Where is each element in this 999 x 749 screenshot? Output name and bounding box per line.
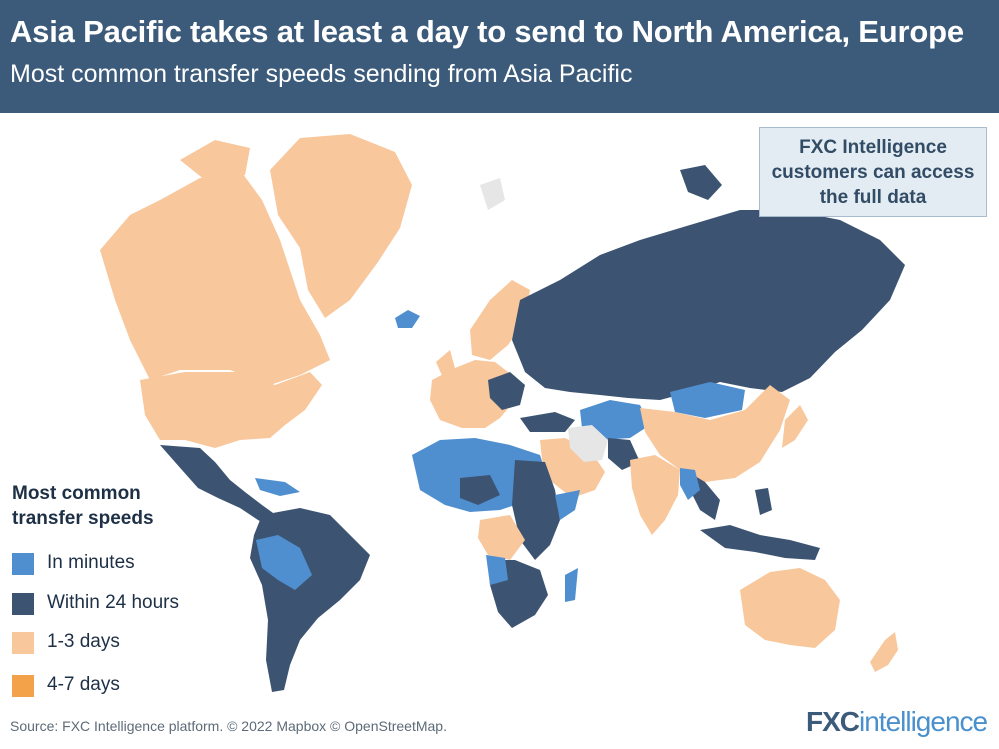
region-uk [436,350,456,380]
region-arctic-islands [180,140,250,180]
legend-label: In minutes [47,552,135,573]
header: Asia Pacific takes at least a day to sen… [0,0,999,113]
legend-title: Most common transfer speeds [12,481,172,531]
region-turkey [520,412,575,432]
callout-line: FXC Intelligence [799,137,947,158]
legend-title-line: transfer speeds [12,508,154,529]
region-usa [140,372,322,448]
access-callout: FXC Intelligence customers can access th… [759,127,987,217]
region-iceland [395,310,420,328]
callout-line: customers can access [771,162,975,183]
legend-title-line: Most common [12,483,141,504]
region-myanmar [680,468,700,500]
region-greenland [270,134,412,318]
region-mexico [160,445,280,528]
region-russia-northeast [680,165,722,200]
region-andes [256,535,312,590]
region-west-africa-dark [460,475,500,505]
region-japan [782,405,808,448]
region-madagascar [565,568,578,602]
region-western-europe [430,360,515,428]
fxc-logo: FXCintelligence [806,706,988,738]
region-north-america-north [100,170,330,385]
legend-swatch [12,675,34,697]
region-indonesia [700,525,820,560]
page-subtitle: Most common transfer speeds sending from… [10,60,633,88]
region-eastern-europe [488,372,525,410]
region-mongolia [670,382,745,418]
source-note: Source: FXC Intelligence platform. © 202… [10,718,447,734]
region-new-zealand [870,632,898,672]
region-philippines [755,488,772,515]
region-svalbard-no-data [480,178,505,210]
region-caribbean [255,478,300,496]
region-russia [512,210,905,400]
logo-main: FXC [806,706,860,737]
legend-label: Within 24 hours [47,592,180,613]
region-china [640,385,790,482]
region-south-america [250,508,370,692]
region-east-africa [512,460,560,560]
region-central-africa [478,515,525,560]
region-iran-no-data [568,425,608,462]
legend: Most common transfer speeds In minutes W… [12,481,212,697]
logo-accent: intelligence [859,706,988,737]
legend-swatch [12,553,34,575]
region-angola [486,555,508,585]
page-title: Asia Pacific takes at least a day to sen… [10,14,964,49]
world-map [100,134,905,692]
region-india [630,455,680,535]
callout-line: the full data [819,187,927,208]
legend-swatch [12,593,34,615]
region-australia [740,568,840,648]
region-scandinavia [470,280,530,360]
region-horn-of-africa [555,490,580,520]
legend-label: 4-7 days [47,674,120,695]
region-central-asia [580,400,650,440]
legend-swatch [12,632,34,654]
legend-label: 1-3 days [47,631,120,652]
